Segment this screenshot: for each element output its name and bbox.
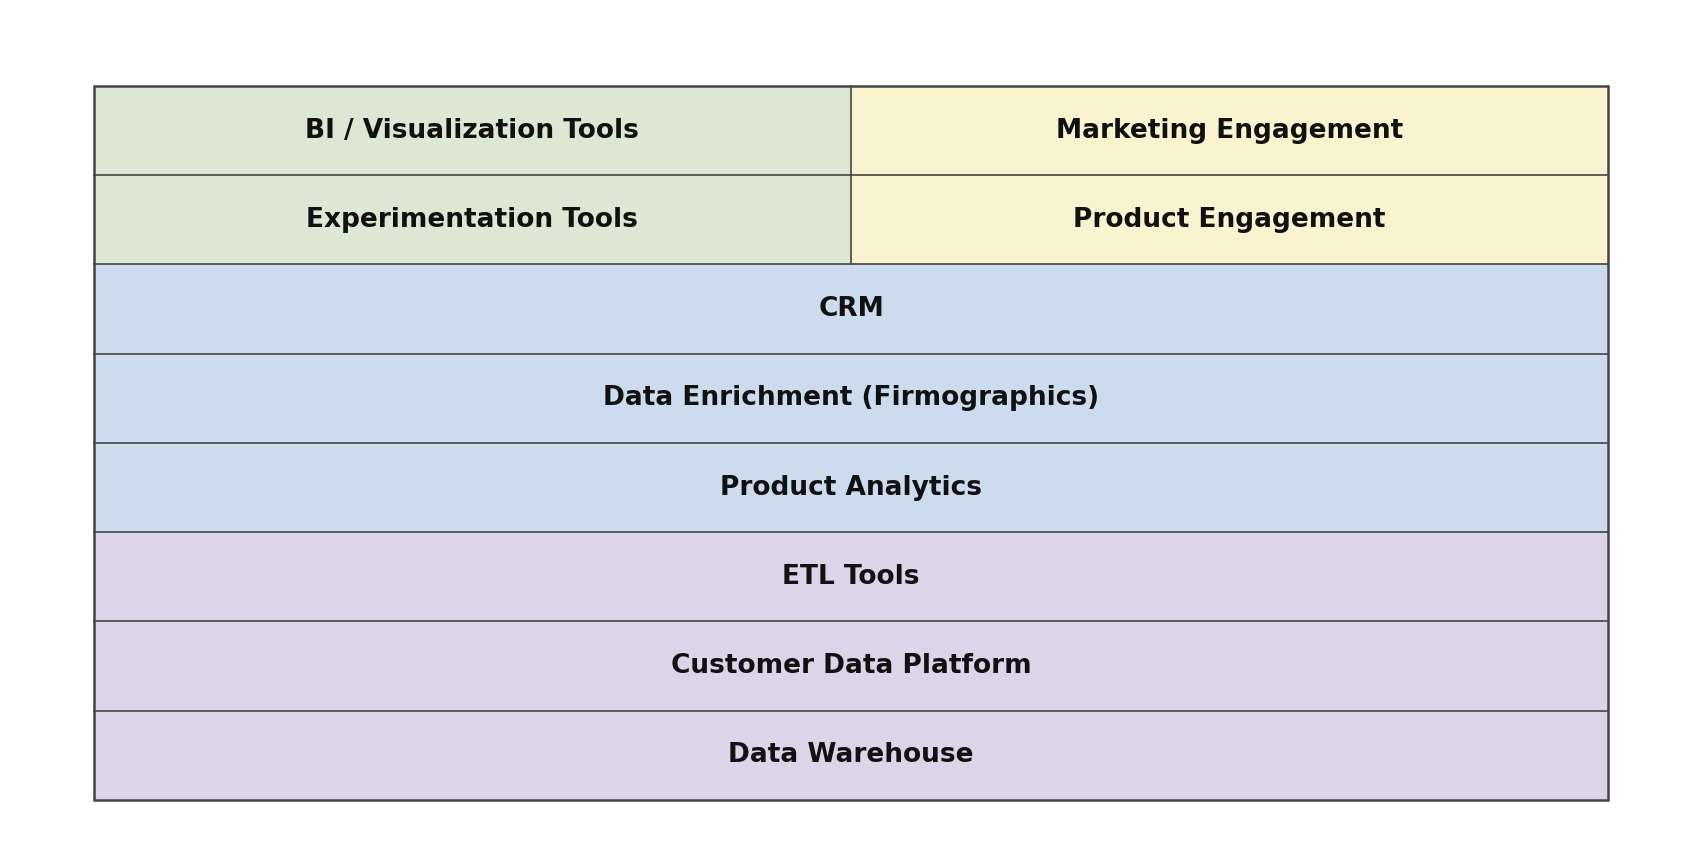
Bar xyxy=(94,175,851,265)
Text: Customer Data Platform: Customer Data Platform xyxy=(671,653,1031,679)
Text: Product Analytics: Product Analytics xyxy=(720,475,982,501)
Bar xyxy=(94,621,1608,710)
Bar xyxy=(94,86,851,175)
Text: Data Enrichment (Firmographics): Data Enrichment (Firmographics) xyxy=(603,385,1099,411)
Bar xyxy=(94,265,1608,353)
Text: Product Engagement: Product Engagement xyxy=(1074,207,1385,233)
Bar xyxy=(94,710,1608,800)
Text: Marketing Engagement: Marketing Engagement xyxy=(1055,118,1404,144)
Bar xyxy=(851,175,1608,265)
Text: ETL Tools: ETL Tools xyxy=(783,564,919,590)
Text: BI / Visualization Tools: BI / Visualization Tools xyxy=(305,118,640,144)
Text: Data Warehouse: Data Warehouse xyxy=(728,742,974,768)
Bar xyxy=(851,86,1608,175)
Text: CRM: CRM xyxy=(819,296,883,322)
Bar xyxy=(94,532,1608,621)
Bar xyxy=(94,86,1608,800)
Bar xyxy=(94,443,1608,532)
Text: Experimentation Tools: Experimentation Tools xyxy=(306,207,638,233)
Bar xyxy=(94,353,1608,443)
